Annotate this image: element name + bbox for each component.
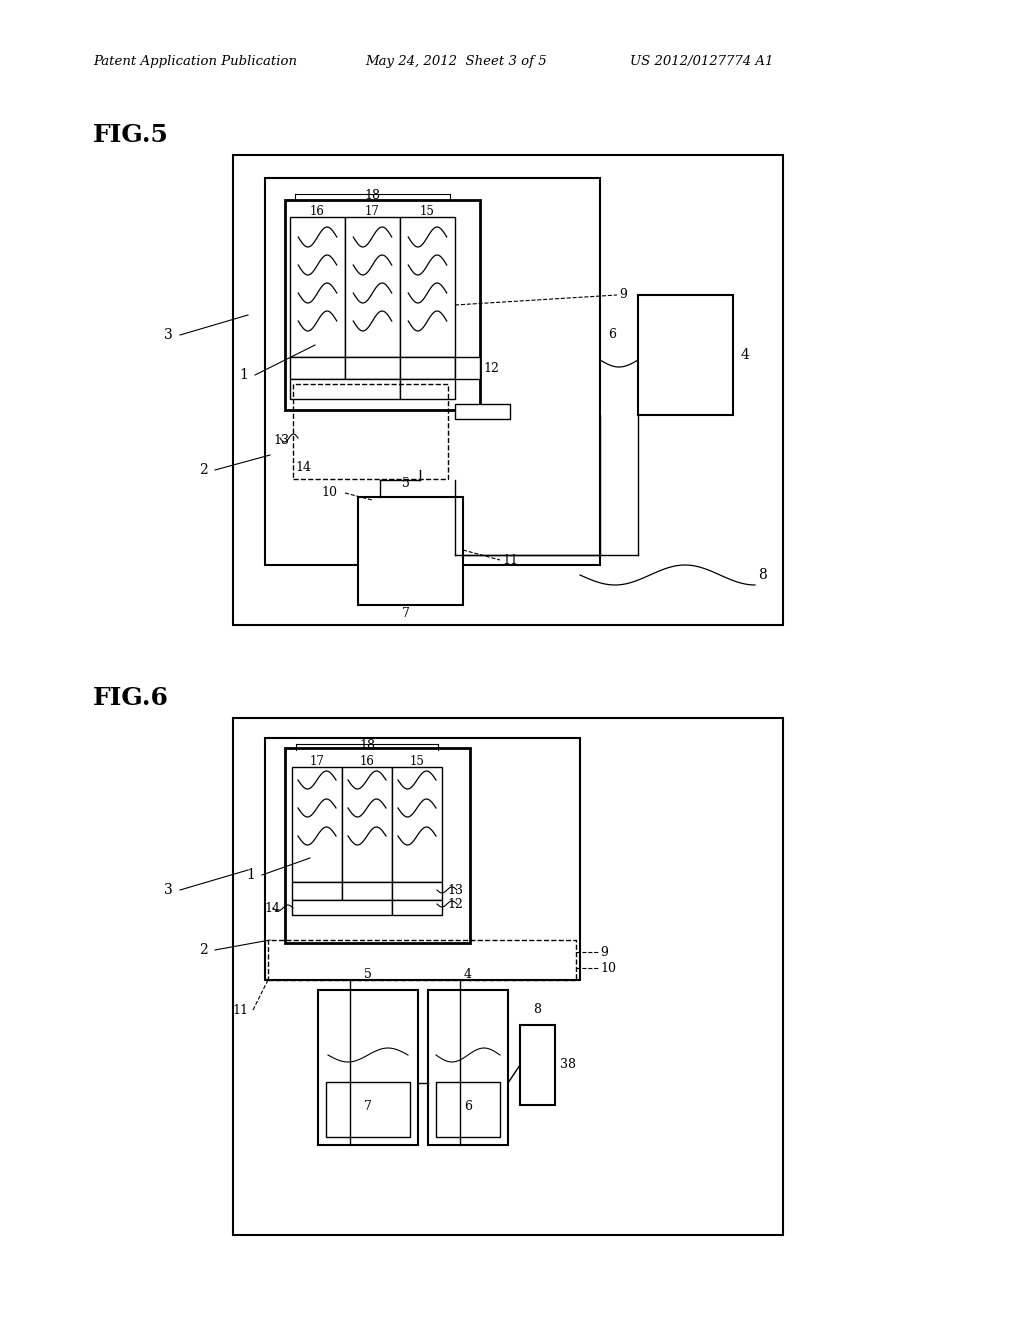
Bar	[428, 990, 508, 1144]
Bar	[285, 748, 470, 942]
Text: 10: 10	[600, 961, 616, 974]
Text: May 24, 2012  Sheet 3 of 5: May 24, 2012 Sheet 3 of 5	[365, 55, 547, 69]
Bar	[233, 718, 783, 1236]
Text: 4: 4	[741, 348, 750, 362]
Bar	[292, 767, 342, 882]
Text: 38: 38	[560, 1059, 575, 1072]
Bar	[285, 201, 480, 411]
Text: 2: 2	[200, 942, 208, 957]
Bar	[233, 154, 783, 624]
Bar	[265, 178, 600, 565]
Text: 3: 3	[164, 883, 173, 898]
Text: 18: 18	[359, 739, 375, 752]
Bar	[392, 882, 442, 900]
Bar	[290, 216, 345, 356]
Bar	[265, 738, 580, 979]
Text: 4: 4	[464, 968, 472, 981]
Text: 6: 6	[464, 1100, 472, 1113]
Bar	[455, 404, 510, 418]
Text: FIG.5: FIG.5	[93, 123, 169, 147]
Text: 5: 5	[365, 968, 372, 981]
Bar	[392, 900, 442, 915]
Bar	[293, 384, 449, 479]
Bar	[520, 1026, 555, 1105]
Bar	[318, 990, 418, 1144]
Text: 18: 18	[365, 189, 381, 202]
Bar	[292, 900, 392, 915]
Text: 12: 12	[483, 362, 499, 375]
Text: 12: 12	[447, 898, 463, 911]
Bar	[400, 379, 455, 399]
Text: 9: 9	[600, 945, 608, 958]
Text: 13: 13	[447, 883, 463, 896]
Text: 15: 15	[420, 205, 435, 218]
Bar	[358, 498, 463, 605]
Text: US 2012/0127774 A1: US 2012/0127774 A1	[630, 55, 773, 69]
Text: 15: 15	[410, 755, 424, 768]
Bar	[638, 294, 733, 414]
Bar	[342, 767, 392, 882]
Bar	[268, 940, 575, 979]
Text: 16: 16	[359, 755, 375, 768]
Text: 6: 6	[608, 329, 616, 342]
Text: 17: 17	[309, 755, 325, 768]
Bar	[292, 882, 342, 900]
Text: 10: 10	[321, 486, 337, 499]
Bar	[400, 356, 455, 379]
Bar	[342, 882, 392, 900]
Text: 16: 16	[310, 205, 325, 218]
Text: 1: 1	[246, 869, 255, 882]
Text: 5: 5	[401, 477, 410, 490]
Text: FIG.6: FIG.6	[93, 686, 169, 710]
Text: 7: 7	[401, 607, 410, 620]
Text: 11: 11	[232, 1003, 248, 1016]
Bar	[290, 356, 345, 379]
Text: 14: 14	[264, 902, 280, 915]
Bar	[345, 356, 400, 379]
Bar	[326, 1082, 410, 1137]
Bar	[392, 767, 442, 882]
Bar	[345, 216, 400, 356]
Text: 1: 1	[240, 368, 248, 381]
Text: 8: 8	[758, 568, 767, 582]
Text: 13: 13	[273, 433, 289, 446]
Bar	[290, 379, 400, 399]
Text: Patent Application Publication: Patent Application Publication	[93, 55, 297, 69]
Text: 8: 8	[534, 1003, 542, 1016]
Text: 14: 14	[295, 461, 311, 474]
Text: 3: 3	[164, 327, 173, 342]
Text: 2: 2	[200, 463, 208, 477]
Text: 7: 7	[365, 1100, 372, 1113]
Bar	[400, 216, 455, 356]
Text: 9: 9	[618, 289, 627, 301]
Bar	[455, 356, 480, 379]
Text: 11: 11	[502, 553, 518, 566]
Bar	[436, 1082, 500, 1137]
Text: 17: 17	[366, 205, 380, 218]
